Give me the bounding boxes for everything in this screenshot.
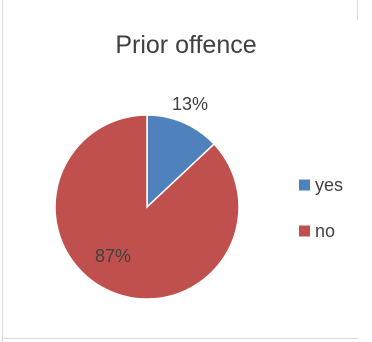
chart-border-left <box>2 0 3 342</box>
pie-slice-yes <box>146 114 216 209</box>
legend-label-yes: yes <box>315 175 343 195</box>
data-label-yes: 13% <box>172 94 208 114</box>
pie-slice-no <box>54 114 240 300</box>
chart-title: Prior offence <box>115 31 257 59</box>
data-label-no: 87% <box>95 246 131 266</box>
chart-border-bottom <box>2 338 358 339</box>
legend-swatch-yes <box>299 179 310 191</box>
chart-border-right <box>357 0 358 20</box>
legend-label-no: no <box>315 221 335 241</box>
legend-swatch-no <box>299 225 310 237</box>
